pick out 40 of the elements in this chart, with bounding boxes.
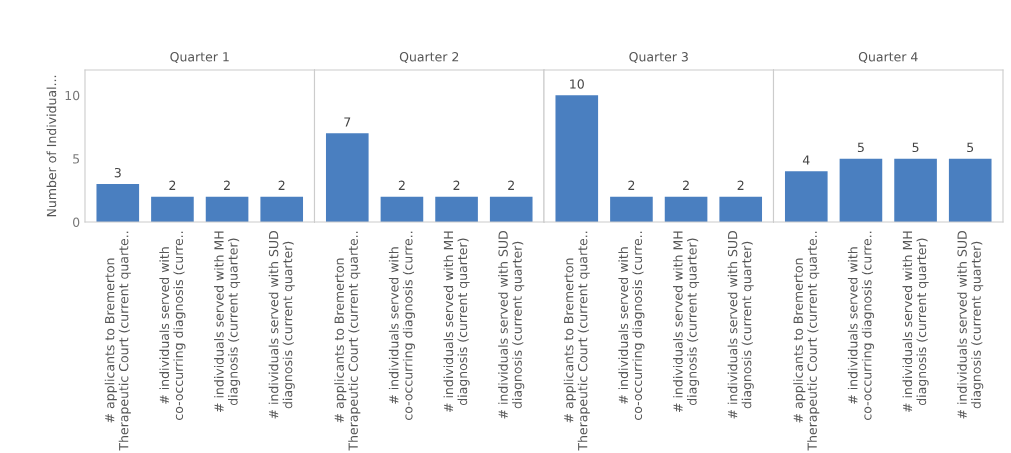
- data-label: 5: [857, 142, 864, 153]
- data-label: 2: [169, 180, 176, 190]
- data-label: 2: [737, 180, 744, 190]
- data-label: 5: [912, 142, 919, 153]
- x-tick-label: # individuals served with SUD diagnosis (current quarter): [957, 231, 984, 419]
- x-tick-label: # individuals served with MH diagnosis (current quarter): [673, 231, 700, 412]
- data-label: 3: [114, 167, 121, 178]
- x-tick-label: # applicants to Bremerton Therapeutic Court (current quarte..: [793, 231, 820, 451]
- chart-title: Quarter 2: [399, 52, 459, 63]
- y-axis-title: Number of Individual...: [46, 75, 57, 217]
- chart-title: Quarter 3: [629, 52, 688, 63]
- x-tick-label: # individuals served with co-occurring diagnosis (curre..: [388, 231, 415, 420]
- x-tick-label: # applicants to Bremerton Therapeutic Court (current quarte..: [563, 231, 590, 451]
- y-tick-label: 0: [73, 217, 80, 227]
- data-label: 7: [344, 117, 351, 127]
- data-label: 2: [224, 180, 230, 190]
- data-label: 2: [278, 180, 285, 190]
- x-tick-label: # individuals served with SUD diagnosis (current quarter): [498, 231, 525, 419]
- data-label: 5: [967, 142, 974, 153]
- x-tick-label: # individuals served with MH diagnosis (current quarter): [443, 231, 470, 412]
- y-tick-label: 5: [73, 154, 80, 164]
- x-tick-label: # individuals served with MH diagnosis (current quarter): [902, 231, 929, 412]
- data-label: 2: [628, 180, 635, 190]
- x-tick-label: # individuals served with SUD diagnosis (current quarter): [268, 231, 295, 419]
- chart-title: Quarter 1: [170, 52, 229, 63]
- x-tick-label: # applicants to Bremerton Therapeutic Court (current quarte..: [104, 231, 131, 451]
- x-tick-label: # individuals served with co-occurring diagnosis (curre..: [847, 231, 874, 420]
- data-label: 2: [508, 180, 514, 190]
- data-label: 4: [802, 155, 810, 165]
- x-tick-label: # applicants to Bremerton Therapeutic Court (current quarte..: [334, 231, 361, 451]
- data-label: 2: [683, 180, 689, 190]
- x-tick-label: # individuals served with co-occurring diagnosis (curre..: [618, 231, 645, 420]
- x-tick-label: # individuals served with co-occurring diagnosis (curre..: [159, 231, 186, 420]
- chart-title: Quarter 4: [858, 52, 918, 63]
- x-tick-label: # individuals served with MH diagnosis (current quarter): [214, 231, 241, 412]
- y-tick-label: 10: [65, 90, 80, 101]
- data-label: 2: [453, 180, 460, 190]
- data-label: 10: [570, 79, 584, 89]
- data-label: 2: [398, 180, 405, 190]
- x-tick-label: # individuals served with SUD diagnosis (current quarter): [727, 231, 754, 419]
